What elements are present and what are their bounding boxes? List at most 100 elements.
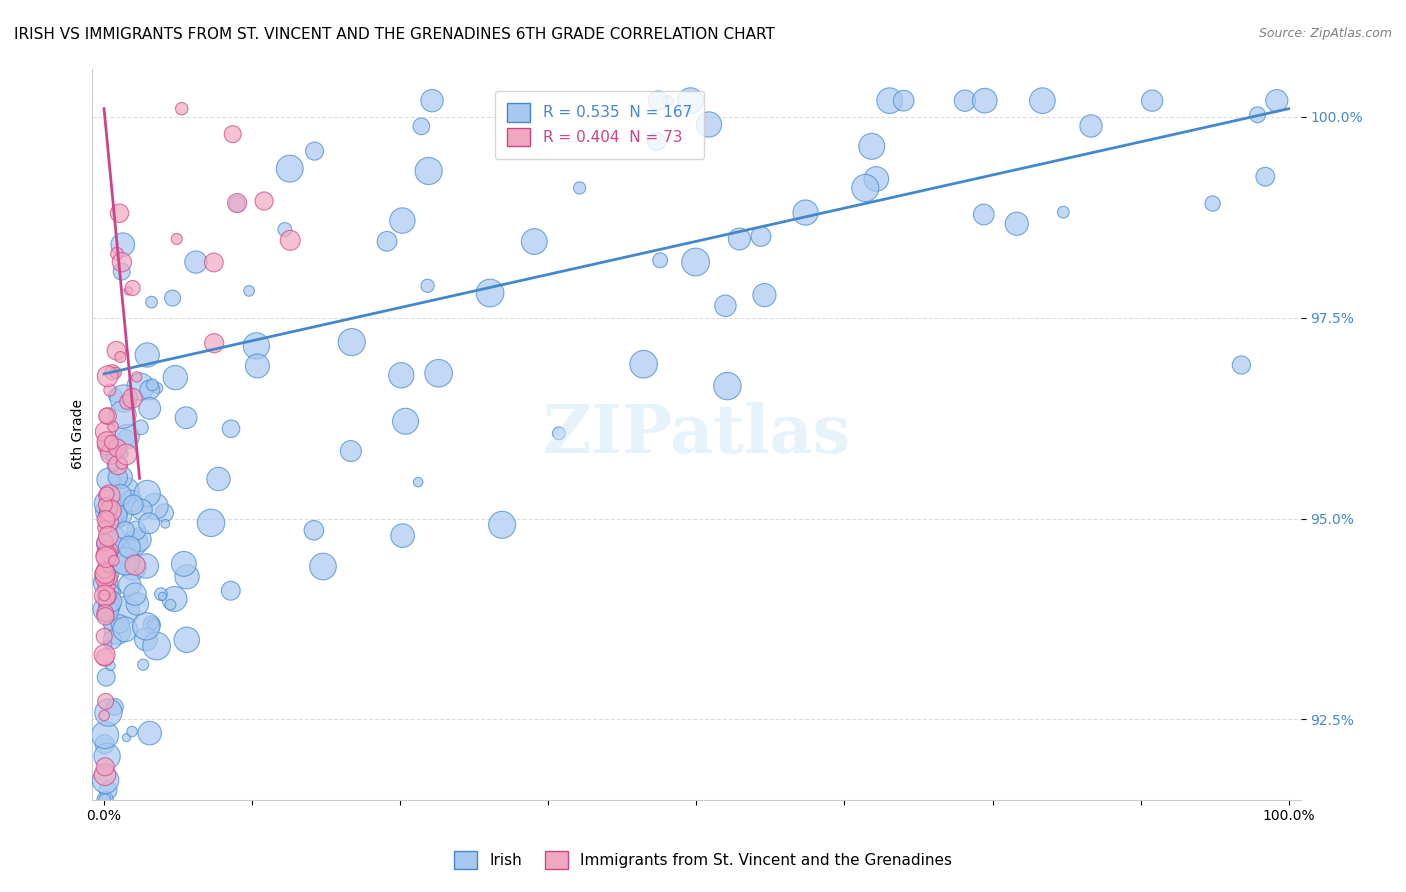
Point <box>226 196 249 211</box>
Point <box>104 388 127 402</box>
Point <box>94 566 117 581</box>
Point <box>679 94 702 108</box>
Point <box>125 524 148 538</box>
Point <box>97 617 120 632</box>
Point <box>97 529 120 543</box>
Point <box>174 410 197 425</box>
Point <box>219 583 242 598</box>
Point <box>1005 217 1028 231</box>
Point <box>93 520 115 534</box>
Point <box>107 441 129 455</box>
Point <box>893 94 915 108</box>
Point <box>176 570 198 584</box>
Legend: Irish, Immigrants from St. Vincent and the Grenadines: Irish, Immigrants from St. Vincent and t… <box>449 845 957 875</box>
Point <box>111 264 134 278</box>
Point <box>94 535 117 549</box>
Point <box>222 127 245 141</box>
Point <box>96 579 118 593</box>
Point <box>97 605 120 619</box>
Point <box>100 503 122 517</box>
Point <box>1201 196 1223 211</box>
Point <box>657 94 679 108</box>
Point <box>165 370 187 384</box>
Point <box>391 528 413 542</box>
Point <box>101 442 124 456</box>
Point <box>93 737 115 751</box>
Point <box>162 291 184 305</box>
Point <box>111 457 134 471</box>
Point <box>110 470 132 484</box>
Point <box>108 206 131 220</box>
Point <box>304 144 326 158</box>
Point <box>105 343 128 358</box>
Point <box>129 379 152 393</box>
Point <box>93 592 115 607</box>
Text: ZIPatlas: ZIPatlas <box>543 401 851 467</box>
Point <box>645 135 668 149</box>
Point <box>108 616 131 631</box>
Point <box>93 588 115 602</box>
Point <box>416 278 439 293</box>
Point <box>121 281 143 295</box>
Point <box>96 487 118 501</box>
Point <box>97 566 120 580</box>
Point <box>143 500 166 514</box>
Point <box>94 425 117 439</box>
Point <box>107 458 129 472</box>
Point <box>100 447 122 461</box>
Point <box>94 773 117 788</box>
Point <box>101 633 124 648</box>
Point <box>96 434 118 449</box>
Point <box>420 94 443 108</box>
Point <box>107 507 129 521</box>
Point <box>103 554 125 568</box>
Point <box>141 617 163 632</box>
Point <box>115 429 138 443</box>
Point <box>860 139 883 153</box>
Point <box>96 549 118 563</box>
Point <box>418 164 440 178</box>
Point <box>94 793 117 807</box>
Point <box>1254 169 1277 184</box>
Point <box>93 648 115 662</box>
Point <box>128 533 150 547</box>
Point <box>132 657 155 672</box>
Point <box>100 658 122 673</box>
Point <box>98 537 121 551</box>
Point <box>245 339 267 353</box>
Point <box>207 472 229 486</box>
Point <box>865 172 887 186</box>
Point <box>523 235 546 249</box>
Point <box>406 475 429 490</box>
Point <box>153 506 176 520</box>
Point <box>105 246 128 260</box>
Point <box>879 94 901 108</box>
Point <box>389 368 412 383</box>
Point <box>1246 108 1268 122</box>
Point <box>97 369 120 384</box>
Point <box>1140 94 1163 108</box>
Point <box>94 609 117 624</box>
Point <box>568 181 591 195</box>
Point <box>97 783 120 797</box>
Point <box>129 420 152 434</box>
Point <box>97 496 120 510</box>
Point <box>139 383 162 397</box>
Point <box>97 706 120 720</box>
Point <box>394 414 416 428</box>
Point <box>96 550 118 565</box>
Point <box>114 623 136 637</box>
Point <box>238 284 260 298</box>
Point <box>1031 94 1053 108</box>
Point <box>94 498 117 512</box>
Point <box>427 366 450 380</box>
Point <box>94 566 117 581</box>
Point <box>94 768 117 782</box>
Point <box>714 299 737 313</box>
Point <box>94 512 117 526</box>
Point <box>118 577 141 591</box>
Point <box>125 370 148 384</box>
Point <box>97 558 120 572</box>
Point <box>716 379 738 393</box>
Point <box>136 348 159 362</box>
